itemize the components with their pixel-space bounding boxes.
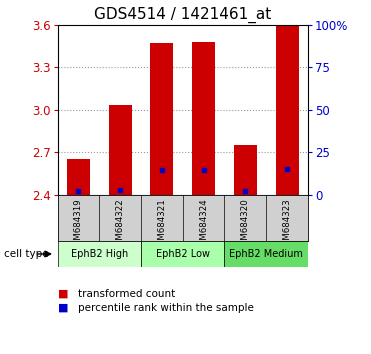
Text: ■: ■ bbox=[58, 289, 68, 299]
Text: percentile rank within the sample: percentile rank within the sample bbox=[78, 303, 254, 313]
FancyBboxPatch shape bbox=[141, 241, 224, 267]
Text: GSM684324: GSM684324 bbox=[199, 198, 208, 251]
Title: GDS4514 / 1421461_at: GDS4514 / 1421461_at bbox=[94, 7, 271, 23]
Text: GSM684319: GSM684319 bbox=[74, 198, 83, 251]
Text: GSM684322: GSM684322 bbox=[116, 198, 125, 251]
Text: EphB2 High: EphB2 High bbox=[70, 249, 128, 259]
Bar bbox=[234, 145, 257, 195]
Text: ■: ■ bbox=[58, 303, 68, 313]
Text: EphB2 Medium: EphB2 Medium bbox=[229, 249, 303, 259]
Text: GSM684320: GSM684320 bbox=[241, 198, 250, 251]
FancyBboxPatch shape bbox=[224, 241, 308, 267]
Bar bbox=[192, 42, 215, 195]
Bar bbox=[67, 159, 90, 195]
Bar bbox=[276, 25, 299, 195]
Bar bbox=[109, 105, 132, 195]
Text: GSM684323: GSM684323 bbox=[283, 198, 292, 251]
Text: cell type: cell type bbox=[4, 249, 48, 259]
Text: GSM684321: GSM684321 bbox=[157, 198, 166, 251]
Text: transformed count: transformed count bbox=[78, 289, 175, 299]
Bar bbox=[150, 43, 173, 195]
Text: EphB2 Low: EphB2 Low bbox=[156, 249, 210, 259]
FancyBboxPatch shape bbox=[58, 241, 141, 267]
